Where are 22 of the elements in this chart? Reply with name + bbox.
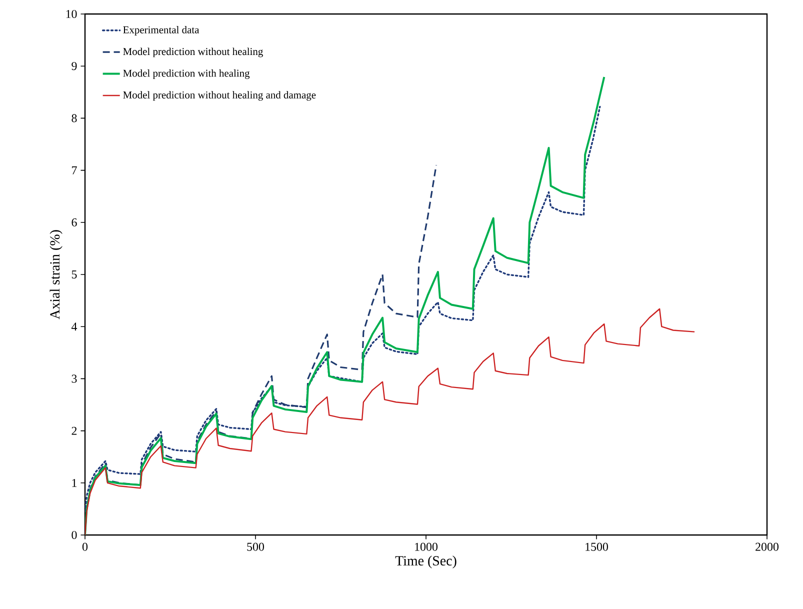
y-tick-label: 6 <box>72 218 77 226</box>
y-tick-label: 3 <box>72 374 77 383</box>
y-tick-label: 8 <box>72 114 77 122</box>
x-tick-label: 500 <box>247 542 264 551</box>
y-axis-title: Axial strain (%) <box>50 230 62 320</box>
x-tick-label: 1000 <box>415 542 438 551</box>
y-tick-label: 2 <box>72 426 77 435</box>
x-axis-title: Time (Sec) <box>395 556 456 568</box>
legend-label: Model prediction without healing and damage <box>123 91 316 101</box>
legend-label: Model prediction without healing <box>123 48 263 58</box>
y-tick-label: 10 <box>66 10 77 18</box>
legend-label: Model prediction with healing <box>123 69 250 79</box>
x-tick-label: 0 <box>82 542 88 551</box>
x-tick-label: 2000 <box>756 542 778 551</box>
y-tick-label: 1 <box>72 478 77 487</box>
y-tick-label: 7 <box>72 166 77 174</box>
y-tick-label: 4 <box>71 322 78 331</box>
y-tick-label: 9 <box>72 62 77 70</box>
y-tick-label: 0 <box>72 530 77 540</box>
y-tick-label: 5 <box>72 270 77 278</box>
legend-label: Experimental data <box>123 26 200 36</box>
x-tick-label: 1500 <box>586 542 608 551</box>
